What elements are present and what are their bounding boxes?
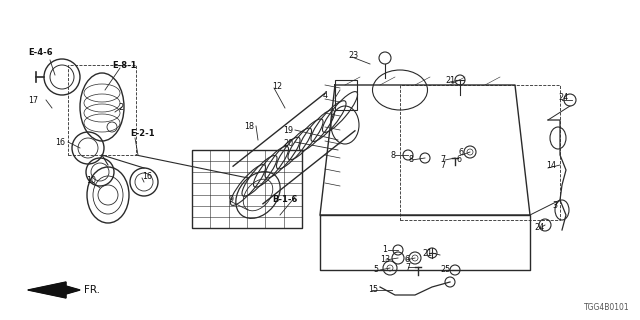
Text: 20: 20 xyxy=(283,139,293,148)
Text: 14: 14 xyxy=(546,161,556,170)
Text: 7: 7 xyxy=(440,161,445,170)
Text: 17: 17 xyxy=(28,95,38,105)
Text: 10: 10 xyxy=(86,175,96,185)
Text: 9: 9 xyxy=(228,196,233,204)
Text: 24: 24 xyxy=(558,92,568,101)
Text: E-2-1: E-2-1 xyxy=(130,129,155,138)
Text: 21: 21 xyxy=(445,76,455,84)
Text: 16: 16 xyxy=(55,138,65,147)
Text: E-8-1: E-8-1 xyxy=(112,60,136,69)
Text: 4: 4 xyxy=(323,91,328,100)
Bar xyxy=(400,85,560,220)
Text: 6: 6 xyxy=(456,155,461,164)
Text: E-4-6: E-4-6 xyxy=(28,47,52,57)
Text: B-1-6: B-1-6 xyxy=(272,196,298,204)
Text: 6: 6 xyxy=(458,148,463,156)
Text: 2: 2 xyxy=(118,102,123,111)
Text: 19: 19 xyxy=(283,125,293,134)
Text: 16: 16 xyxy=(142,172,152,180)
Text: 8: 8 xyxy=(390,150,395,159)
Text: 15: 15 xyxy=(368,285,378,294)
Text: 5: 5 xyxy=(373,266,378,275)
Text: 8: 8 xyxy=(408,155,413,164)
Bar xyxy=(335,80,357,110)
Text: 24: 24 xyxy=(534,223,544,233)
Bar xyxy=(68,65,136,155)
Text: 6: 6 xyxy=(404,255,409,265)
Text: 7: 7 xyxy=(405,263,410,273)
Text: 23: 23 xyxy=(348,51,358,60)
Text: 25: 25 xyxy=(440,266,451,275)
Text: 13: 13 xyxy=(380,254,390,263)
Bar xyxy=(192,150,302,228)
Text: 7: 7 xyxy=(440,155,445,164)
Text: 12: 12 xyxy=(272,82,282,91)
Text: TGG4B0101: TGG4B0101 xyxy=(584,303,630,312)
Text: 3: 3 xyxy=(552,201,557,210)
Text: 1: 1 xyxy=(382,245,387,254)
Polygon shape xyxy=(28,282,80,298)
Text: 18: 18 xyxy=(244,122,254,131)
Text: 21: 21 xyxy=(422,249,432,258)
Text: FR.: FR. xyxy=(84,285,100,295)
